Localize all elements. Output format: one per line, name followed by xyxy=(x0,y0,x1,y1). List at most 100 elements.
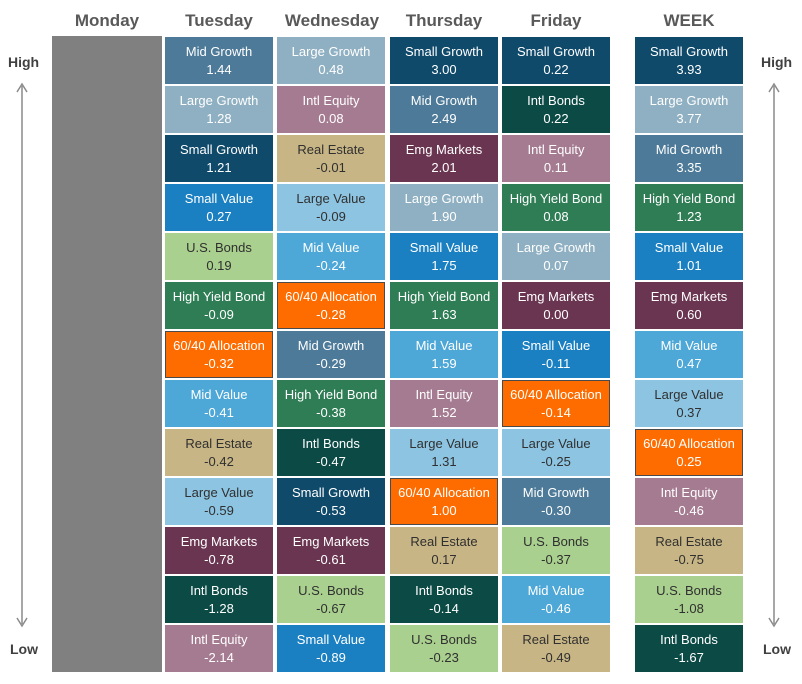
header-tuesday: Tuesday xyxy=(185,11,253,30)
cell-label: Small Value xyxy=(184,190,254,206)
cell-value: -0.75 xyxy=(674,551,704,567)
cell-wednesday-12: U.S. Bonds -0.67 xyxy=(277,576,385,623)
cell-value: -0.41 xyxy=(204,404,234,420)
cell-friday-3: Intl Equity 0.11 xyxy=(502,135,610,182)
cell-value: 1.44 xyxy=(206,61,232,77)
cell-label: Mid Value xyxy=(527,582,585,598)
cell-wednesday-7: Mid Growth -0.29 xyxy=(277,331,385,378)
cell-label: Mid Growth xyxy=(410,92,478,108)
cell-value: -0.09 xyxy=(204,306,234,322)
cell-value: -0.61 xyxy=(316,551,346,567)
cell-label: Mid Growth xyxy=(655,141,723,157)
cell-week-12: U.S. Bonds -1.08 xyxy=(635,576,743,623)
cell-label: Emg Markets xyxy=(650,288,728,304)
cell-value: 1.28 xyxy=(206,110,232,126)
cell-week-11: Real Estate -0.75 xyxy=(635,527,743,574)
cell-value: 0.47 xyxy=(676,355,702,371)
cell-friday-1: Small Growth 0.22 xyxy=(502,37,610,84)
cell-label: Large Growth xyxy=(404,190,484,206)
cell-week-8: Large Value 0.37 xyxy=(635,380,743,427)
cell-value: 0.60 xyxy=(676,306,702,322)
cell-thursday-4: Large Growth 1.90 xyxy=(390,184,498,231)
cell-value: -0.28 xyxy=(316,306,346,322)
cell-value: 0.48 xyxy=(318,61,344,77)
cell-value: -1.28 xyxy=(204,600,234,616)
cell-value: 3.00 xyxy=(431,61,457,77)
cell-friday-5: Large Growth 0.07 xyxy=(502,233,610,280)
cell-week-6: Emg Markets 0.60 xyxy=(635,282,743,329)
cell-friday-9: Large Value -0.25 xyxy=(502,429,610,476)
cell-label: Real Estate xyxy=(185,435,253,451)
cell-value: -0.47 xyxy=(316,453,346,469)
cell-value: -0.14 xyxy=(541,404,571,420)
cell-label: Real Estate xyxy=(655,533,723,549)
cell-friday-7: Small Value -0.11 xyxy=(502,331,610,378)
cell-value: -0.38 xyxy=(316,404,346,420)
cell-value: 0.25 xyxy=(676,453,702,469)
cell-week-3: Mid Growth 3.35 xyxy=(635,135,743,182)
cell-label: Emg Markets xyxy=(405,141,483,157)
cell-thursday-6: High Yield Bond 1.63 xyxy=(390,282,498,329)
cell-value: -0.37 xyxy=(541,551,571,567)
cell-friday-2: Intl Bonds 0.22 xyxy=(502,86,610,133)
cell-thursday-3: Emg Markets 2.01 xyxy=(390,135,498,182)
cell-label: U.S. Bonds xyxy=(411,631,477,647)
cell-value: 0.08 xyxy=(543,208,569,224)
cell-week-13: Intl Bonds -1.67 xyxy=(635,625,743,672)
cell-wednesday-2: Intl Equity 0.08 xyxy=(277,86,385,133)
cell-value: 1.59 xyxy=(431,355,457,371)
cell-thursday-8: Intl Equity 1.52 xyxy=(390,380,498,427)
cell-tuesday-5: U.S. Bonds 0.19 xyxy=(165,233,273,280)
cell-label: Mid Growth xyxy=(297,337,365,353)
cell-value: 1.23 xyxy=(676,208,702,224)
cell-wednesday-6: 60/40 Allocation -0.28 xyxy=(277,282,385,329)
cell-friday-10: Mid Growth -0.30 xyxy=(502,478,610,525)
cell-label: Large Growth xyxy=(516,239,596,255)
cell-label: 60/40 Allocation xyxy=(285,288,377,304)
cell-tuesday-13: Intl Equity -2.14 xyxy=(165,625,273,672)
cell-week-4: High Yield Bond 1.23 xyxy=(635,184,743,231)
cell-value: -2.14 xyxy=(204,649,234,665)
cell-week-7: Mid Value 0.47 xyxy=(635,331,743,378)
cell-thursday-11: Real Estate 0.17 xyxy=(390,527,498,574)
cell-label: Mid Value xyxy=(660,337,718,353)
cell-label: Large Value xyxy=(654,386,724,402)
cell-thursday-7: Mid Value 1.59 xyxy=(390,331,498,378)
cell-label: Emg Markets xyxy=(292,533,370,549)
cell-value: -0.14 xyxy=(429,600,459,616)
cell-value: 2.49 xyxy=(431,110,457,126)
cell-tuesday-12: Intl Bonds -1.28 xyxy=(165,576,273,623)
cell-value: 3.77 xyxy=(676,110,702,126)
cell-label: Intl Bonds xyxy=(660,631,718,647)
cell-value: -0.29 xyxy=(316,355,346,371)
cell-value: 0.37 xyxy=(676,404,702,420)
cell-thursday-12: Intl Bonds -0.14 xyxy=(390,576,498,623)
low-label-left: Low xyxy=(10,641,38,657)
cell-friday-8: 60/40 Allocation -0.14 xyxy=(502,380,610,427)
cell-label: Intl Equity xyxy=(190,631,248,647)
cell-label: Intl Bonds xyxy=(527,92,585,108)
cell-label: Intl Equity xyxy=(415,386,473,402)
cell-label: Intl Equity xyxy=(302,92,360,108)
cell-week-5: Small Value 1.01 xyxy=(635,233,743,280)
cell-value: -0.01 xyxy=(316,159,346,175)
cell-thursday-10: 60/40 Allocation 1.00 xyxy=(390,478,498,525)
cell-label: Mid Value xyxy=(190,386,248,402)
cell-thursday-9: Large Value 1.31 xyxy=(390,429,498,476)
cell-label: U.S. Bonds xyxy=(523,533,589,549)
cell-wednesday-9: Intl Bonds -0.47 xyxy=(277,429,385,476)
cell-value: -0.89 xyxy=(316,649,346,665)
cell-label: Mid Growth xyxy=(185,43,253,59)
cell-label: Large Growth xyxy=(291,43,371,59)
cell-value: -0.11 xyxy=(541,355,571,371)
cell-tuesday-10: Large Value -0.59 xyxy=(165,478,273,525)
cell-value: 1.01 xyxy=(676,257,702,273)
cell-value: -0.30 xyxy=(541,502,571,518)
cell-value: -0.53 xyxy=(316,502,346,518)
cell-value: 1.00 xyxy=(431,502,457,518)
cell-label: Intl Equity xyxy=(660,484,718,500)
cell-label: U.S. Bonds xyxy=(656,582,722,598)
cell-value: 0.22 xyxy=(543,110,569,126)
cell-label: Mid Value xyxy=(302,239,360,255)
cell-wednesday-10: Small Growth -0.53 xyxy=(277,478,385,525)
